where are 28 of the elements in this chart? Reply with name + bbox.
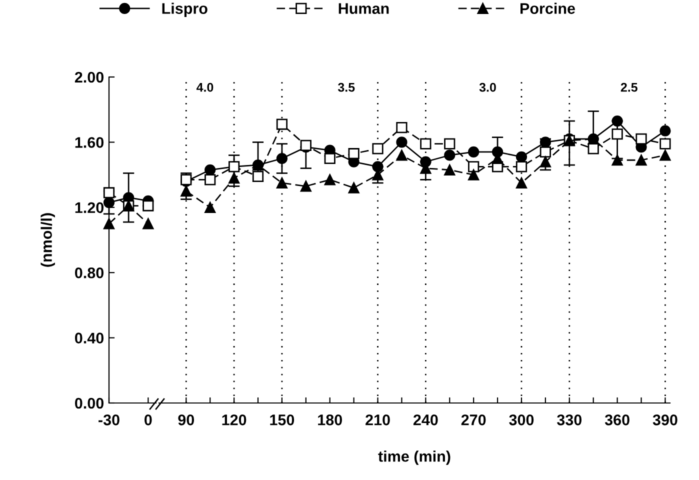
x-tick-label: 0 [144,414,152,426]
y-tick-label: 2.00 [74,72,104,83]
annotation: 3.0 [479,82,496,92]
legend-label: Lispro [162,2,208,17]
y-tick-label: 1.20 [75,202,104,214]
y-tick-label: 1.60 [75,137,104,148]
annotation: 3.5 [338,82,355,92]
y-axis-title: (nmol/l) [40,213,55,267]
legend-label: Human [338,3,389,14]
x-tick-label: 270 [461,414,486,426]
x-tick-label: 210 [366,414,390,426]
x-tick-label: 240 [413,414,438,426]
x-tick-label: -30 [98,414,120,426]
x-tick-label: 90 [178,414,194,426]
annotation: 4.0 [196,82,214,92]
x-tick-label: 300 [509,414,534,426]
x-tick-label: 180 [318,414,342,426]
x-tick-label: 330 [557,414,582,426]
annotation: 2.5 [620,82,638,92]
y-tick-label: 0.80 [75,267,104,278]
x-tick-label: 120 [222,414,246,426]
x-tick-label: 360 [604,414,630,426]
y-tick-label: 0.00 [75,398,104,409]
x-tick-label: 390 [652,414,678,426]
legend-label: Porcine [520,2,575,14]
x-axis-title: time (min) [378,450,450,465]
x-tick-label: 150 [270,414,294,426]
y-tick-label: 0.40 [75,332,104,344]
